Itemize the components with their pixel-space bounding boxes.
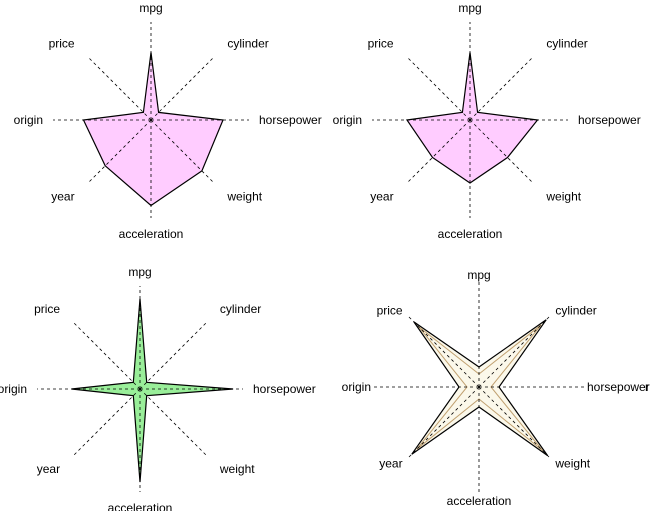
chart-3-axis-price: [72, 321, 141, 390]
chart-4-label-price: price: [377, 304, 403, 318]
chart-4-axis-cylinder: [478, 316, 550, 388]
chart-3-label-acceleration: acceleration: [108, 501, 173, 511]
chart-1-label-weight: weight: [226, 189, 262, 203]
chart-3-label-year: year: [37, 462, 60, 476]
chart-3-label-cylinder: cylinder: [220, 302, 261, 316]
chart-4-axis-weight: [478, 386, 550, 458]
chart-4-label-acceleration: acceleration: [447, 494, 512, 508]
chart-4-axis-price: [408, 316, 480, 388]
chart-2-label-origin: origin: [333, 113, 362, 127]
chart-2-label-mpg: mpg: [458, 1, 481, 15]
chart-4-label-cylinder: cylinder: [555, 304, 596, 318]
chart-3-axis-cylinder: [139, 321, 208, 390]
chart-2-axis-price: [406, 56, 471, 121]
chart-2-label-year: year: [370, 189, 393, 203]
chart-2-label-acceleration: acceleration: [438, 227, 503, 241]
chart-1-axis-price: [87, 56, 152, 121]
chart-4-label-year: year: [379, 456, 402, 470]
chart-1-label-cylinder: cylinder: [227, 37, 268, 51]
chart-3-label-weight: weight: [219, 462, 255, 476]
chart-4-axis-year: [408, 386, 480, 458]
chart-2-label-horsepower: horsepower: [578, 113, 641, 127]
chart-4-extra-label: r: [645, 380, 649, 394]
chart-4-label-mpg: mpg: [467, 268, 490, 282]
chart-1-label-origin: origin: [14, 113, 43, 127]
chart-1-label-mpg: mpg: [139, 1, 162, 15]
chart-2-label-cylinder: cylinder: [546, 37, 587, 51]
chart-3-label-mpg: mpg: [128, 265, 151, 279]
chart-1-series-1-polygon: [82, 52, 224, 207]
chart-2-label-price: price: [368, 37, 394, 51]
chart-1-label-price: price: [49, 37, 75, 51]
chart-3-label-horsepower: horsepower: [253, 382, 316, 396]
chart-3-label-price: price: [34, 302, 60, 316]
chart-4-label-origin: origin: [342, 380, 371, 394]
chart-1-axis-weight: [150, 119, 215, 184]
chart-3-axis-weight: [139, 388, 208, 457]
chart-4-label-horsepower: horsepower: [587, 380, 650, 394]
chart-2-axis-weight: [469, 119, 534, 184]
chart-4-label-weight: weight: [554, 456, 590, 470]
chart-1-axis-year: [87, 119, 152, 184]
chart-3-label-origin: origin: [0, 382, 27, 396]
chart-1-axis-cylinder: [150, 56, 215, 121]
chart-2-label-weight: weight: [545, 189, 581, 203]
chart-2-axis-year: [406, 119, 471, 184]
chart-1-label-year: year: [51, 189, 74, 203]
chart-2-axis-cylinder: [469, 56, 534, 121]
chart-1-label-horsepower: horsepower: [259, 113, 322, 127]
chart-1-label-acceleration: acceleration: [119, 227, 184, 241]
chart-3-axis-year: [72, 388, 141, 457]
chart-3-series-1-polygon: [71, 298, 234, 483]
